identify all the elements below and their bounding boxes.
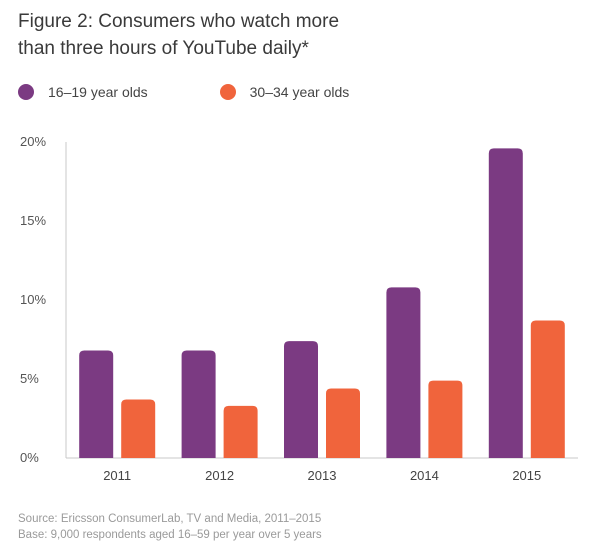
base-note: Base: 9,000 respondents aged 16–59 per y…	[18, 529, 322, 541]
bar-16-19-2013	[284, 341, 318, 458]
bar-16-19-2011	[79, 350, 114, 458]
source-note: Source: Ericsson ConsumerLab, TV and Med…	[18, 513, 322, 525]
y-tick-label: 10%	[20, 292, 46, 307]
legend-swatch-16-19	[18, 84, 34, 100]
x-tick-label: 2015	[512, 468, 541, 483]
legend-label-30-34: 30–34 year olds	[249, 84, 350, 100]
legend-label-16-19: 16–19 year olds	[48, 84, 148, 100]
x-tick-label: 2013	[308, 468, 337, 483]
legend-swatch-30-34	[219, 84, 236, 100]
x-tick-label: 2014	[410, 468, 439, 483]
chart-title-line-1: Figure 2: Consumers who watch more	[18, 11, 340, 32]
chart-title: Figure 2: Consumers who watch more than …	[18, 8, 438, 62]
bar-16-19-2014	[386, 287, 421, 458]
y-tick-label: 20%	[20, 134, 46, 149]
legend-item-30-34: 30–34 year olds	[219, 84, 350, 100]
bar-16-19-2015	[488, 148, 523, 458]
bar-30-34-2012	[223, 405, 258, 458]
y-tick-label: 15%	[20, 213, 46, 228]
bar-16-19-2012	[181, 350, 216, 458]
bar-30-34-2011	[121, 399, 156, 458]
x-tick-label: 2011	[103, 468, 131, 483]
bar-30-34-2014	[428, 380, 463, 458]
bar-30-34-2013	[326, 388, 360, 458]
y-tick-label: 5%	[20, 371, 39, 386]
y-tick-label: 0%	[20, 450, 39, 465]
bar-30-34-2015	[530, 320, 565, 458]
legend-item-16-19: 16–19 year olds	[18, 84, 148, 100]
x-tick-label: 2012	[205, 468, 234, 483]
chart-title-line-2: than three hours of YouTube daily*	[18, 38, 309, 59]
chart-footer: Source: Ericsson ConsumerLab, TV and Med…	[18, 511, 322, 543]
chart-legend: 16–19 year olds 30–34 year olds	[18, 84, 421, 100]
